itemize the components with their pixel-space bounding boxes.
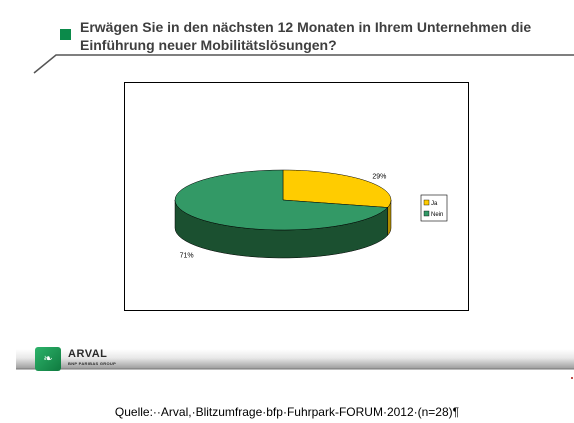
legend-swatch-nein (423, 210, 430, 217)
brand-name: ARVAL (68, 348, 108, 360)
chart-frame: 29% 71% Ja Nein (124, 82, 469, 311)
title-bullet-icon (60, 29, 71, 40)
source-note: Quelle:··Arval,·Blitzumfrage·bfp·Fuhrpar… (114, 405, 460, 419)
pie-slice-ja (282, 169, 392, 208)
leaf-icon: ❧ (43, 353, 53, 365)
arval-logo: ❧ (35, 347, 61, 371)
decorative-dot (571, 377, 573, 379)
legend-box (420, 194, 448, 222)
pie-label-nein: 71% (180, 252, 194, 259)
slide-title: Erwägen Sie in den nächsten 12 Monaten i… (80, 19, 532, 53)
legend-label-ja: Ja (431, 201, 438, 207)
pie-chart: 29% 71% Ja Nein (174, 169, 448, 259)
legend-label-nein: Nein (431, 212, 443, 218)
pie-label-ja: 29% (372, 174, 386, 181)
legend-swatch-ja (423, 199, 430, 206)
brand-group: BNP PARIBAS GROUP (68, 361, 117, 366)
pie-slice-nein (174, 169, 389, 231)
footer-band (16, 349, 574, 370)
title-divider (33, 54, 574, 74)
